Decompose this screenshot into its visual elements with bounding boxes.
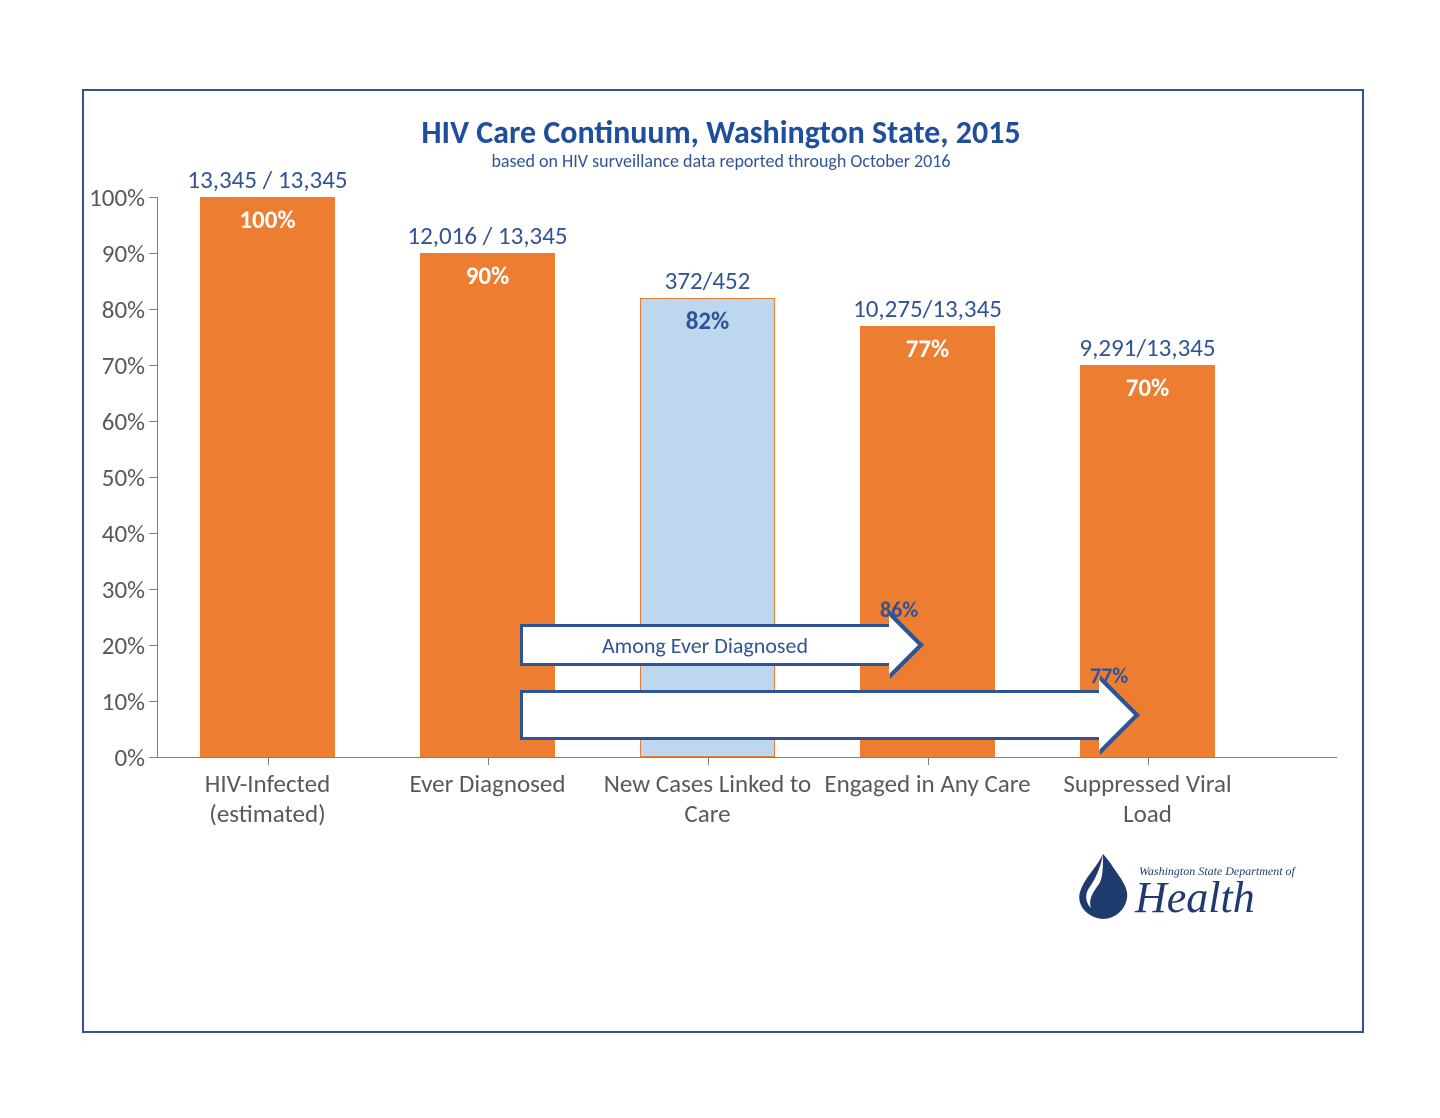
bar-count-label: 13,345 / 13,345 xyxy=(161,164,374,195)
bar-percent-label: 100% xyxy=(201,204,334,235)
y-tick xyxy=(149,533,157,534)
arrow-head-fill xyxy=(1099,680,1134,750)
page-root: HIV Care Continuum, Washington State, 20… xyxy=(0,0,1440,1118)
x-tick xyxy=(708,757,709,765)
y-tick xyxy=(149,365,157,366)
bar: 90%12,016 / 13,345 xyxy=(420,253,555,757)
y-tick xyxy=(149,701,157,702)
y-tick xyxy=(149,421,157,422)
arrow-shaft xyxy=(520,690,1100,740)
x-tick xyxy=(1148,757,1149,765)
bar-count-label: 10,275/13,345 xyxy=(821,293,1034,324)
y-tick xyxy=(149,645,157,646)
y-axis-label: 90% xyxy=(77,238,145,269)
x-axis-label: Suppressed Viral Load xyxy=(1038,769,1258,829)
bar-count-label: 12,016 / 13,345 xyxy=(381,220,594,251)
x-tick xyxy=(268,757,269,765)
x-axis xyxy=(157,757,1337,758)
bar-percent-label: 90% xyxy=(421,260,554,291)
y-axis-label: 100% xyxy=(77,182,145,213)
y-tick xyxy=(149,309,157,310)
y-tick xyxy=(149,757,157,758)
y-axis-label: 40% xyxy=(77,518,145,549)
bar-percent-label: 70% xyxy=(1081,372,1214,403)
bar: 100%13,345 / 13,345 xyxy=(200,197,335,757)
plot-area: 0%10%20%30%40%50%60%70%80%90%100%100%13,… xyxy=(157,197,1337,757)
y-axis-label: 50% xyxy=(77,462,145,493)
y-tick xyxy=(149,197,157,198)
y-axis-label: 10% xyxy=(77,686,145,717)
y-axis-label: 0% xyxy=(77,742,145,773)
arrow-percent-label: 86% xyxy=(880,596,918,623)
y-tick xyxy=(149,589,157,590)
x-tick xyxy=(928,757,929,765)
bar-percent-label: 82% xyxy=(641,305,774,336)
logo-main-text: Health xyxy=(1135,872,1255,923)
y-tick xyxy=(149,477,157,478)
chart-title: HIV Care Continuum, Washington State, 20… xyxy=(82,113,1360,152)
y-axis-label: 30% xyxy=(77,574,145,605)
y-axis xyxy=(157,197,158,757)
bar-percent-label: 77% xyxy=(861,333,994,364)
y-axis-label: 80% xyxy=(77,294,145,325)
arrow-head-fill xyxy=(889,616,918,674)
x-axis-label: Ever Diagnosed xyxy=(378,769,598,799)
x-axis-label: Engaged in Any Care xyxy=(818,769,1038,799)
x-axis-label: HIV-Infected (estimated) xyxy=(158,769,378,829)
arrow-label: Among Ever Diagnosed xyxy=(520,632,890,659)
y-axis-label: 70% xyxy=(77,350,145,381)
x-axis-label: New Cases Linked to Care xyxy=(598,769,818,829)
x-tick xyxy=(488,757,489,765)
bar-count-label: 372/452 xyxy=(601,265,814,296)
y-axis-label: 20% xyxy=(77,630,145,661)
bar-count-label: 9,291/13,345 xyxy=(1041,332,1254,363)
y-axis-label: 60% xyxy=(77,406,145,437)
arrow-percent-label: 77% xyxy=(1090,662,1128,689)
bar: 82%372/452 xyxy=(640,298,775,757)
y-tick xyxy=(149,253,157,254)
